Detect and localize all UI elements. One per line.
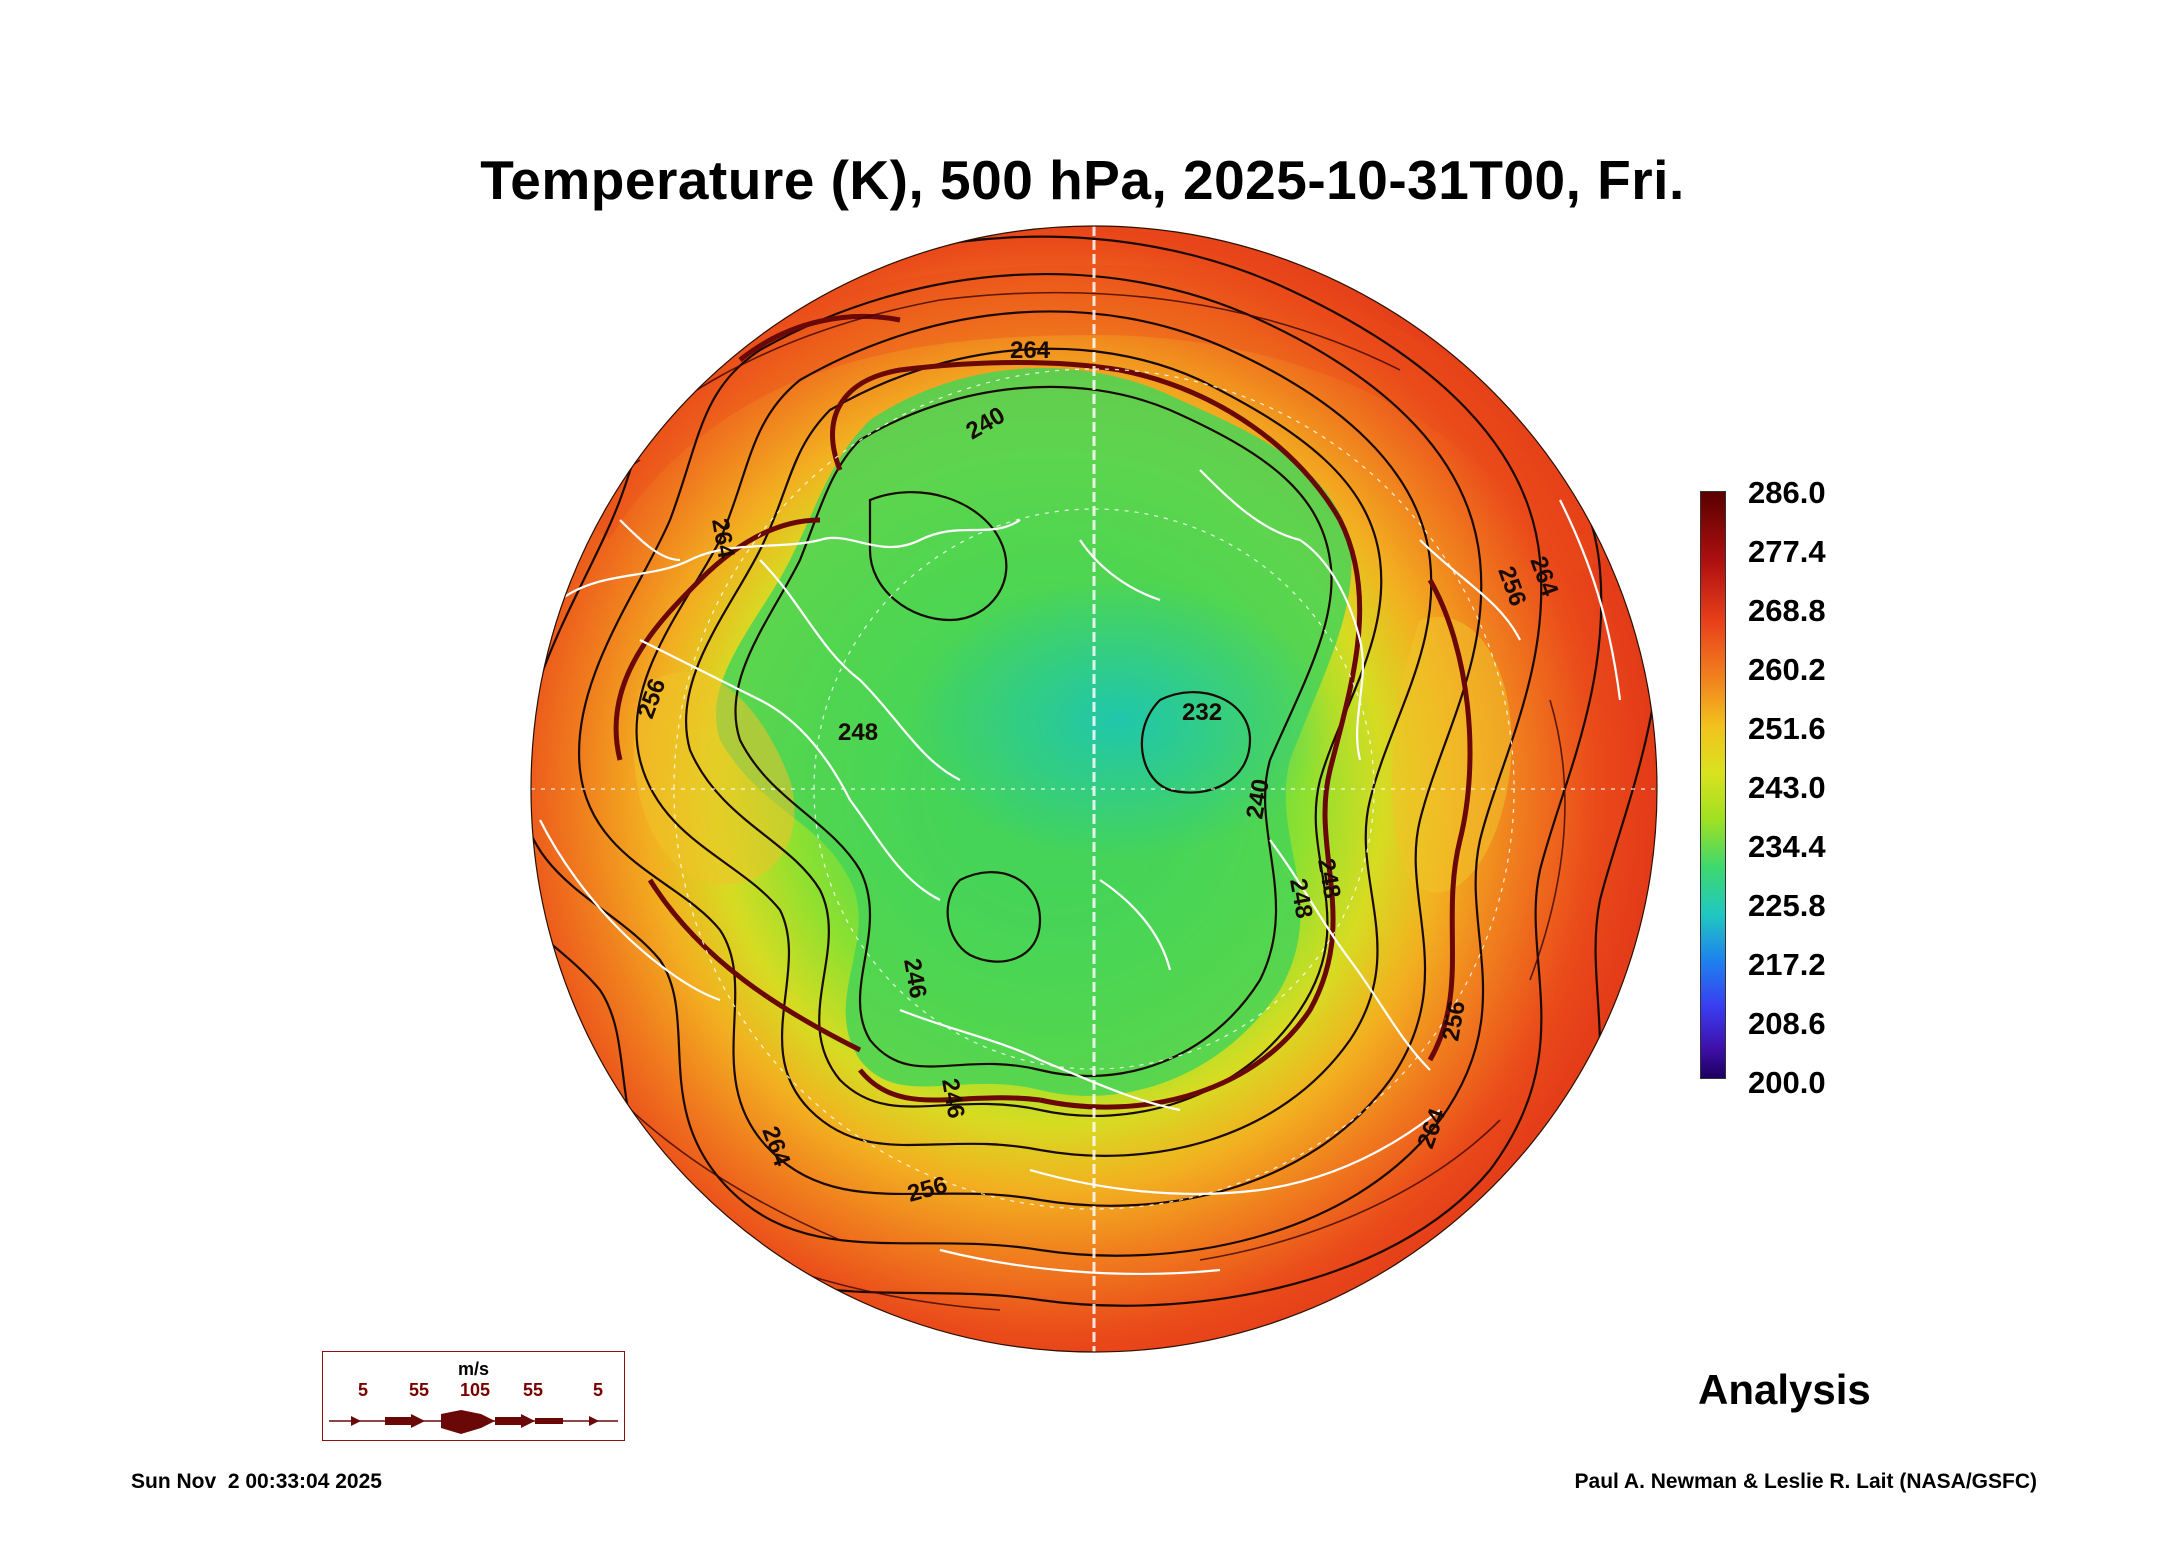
- graticule: [531, 226, 1657, 1352]
- wind-legend-value: 105: [459, 1380, 491, 1400]
- colorbar-label: 225.8: [1748, 888, 1826, 923]
- colorbar-label: 217.2: [1748, 947, 1826, 982]
- timestamp: Sun Nov 2 00:33:04 2025: [131, 1470, 382, 1493]
- colorbar: [1700, 491, 1726, 1079]
- globe: [531, 226, 1657, 1352]
- colorbar-label: 234.4: [1748, 829, 1826, 864]
- warm-ridge: [633, 671, 795, 885]
- colorbar-label: 277.4: [1748, 534, 1826, 569]
- colorbar-label: 286.0: [1748, 475, 1826, 510]
- warm-ridge: [1391, 616, 1512, 893]
- wind-legend-value: 5: [592, 1380, 604, 1400]
- colorbar-label: 260.2: [1748, 652, 1826, 687]
- credit-line: Paul A. Newman & Leslie R. Lait (NASA/GS…: [1574, 1470, 2037, 1493]
- colorbar-label: 208.6: [1748, 1006, 1826, 1041]
- wind-streamlines: [613, 313, 1473, 1110]
- contour-label: 232: [1182, 699, 1222, 726]
- colorbar-label: 268.8: [1748, 593, 1826, 628]
- contour-label: 264: [1010, 337, 1051, 364]
- wind-legend-value: 55: [522, 1380, 544, 1400]
- coastlines: [539, 469, 1622, 1275]
- colorbar-label: 200.0: [1748, 1065, 1826, 1100]
- colorbar-label: 243.0: [1748, 770, 1826, 805]
- wind-legend-value: 55: [408, 1380, 430, 1400]
- contour-label: 248: [838, 719, 878, 746]
- wind-legend: m/s 5 55 105 55 5: [322, 1351, 625, 1441]
- map-title: Temperature (K), 500 hPa, 2025-10-31T00,…: [480, 149, 1685, 211]
- colorbar-label: 251.6: [1748, 711, 1826, 746]
- analysis-label: Analysis: [1698, 1366, 1871, 1413]
- cold-core: [910, 580, 1330, 860]
- globe-outline: [530, 225, 1658, 1353]
- wind-legend-unit: m/s: [457, 1359, 490, 1379]
- wind-legend-value: 5: [357, 1380, 369, 1400]
- wind-legend-graphic: [329, 1410, 618, 1434]
